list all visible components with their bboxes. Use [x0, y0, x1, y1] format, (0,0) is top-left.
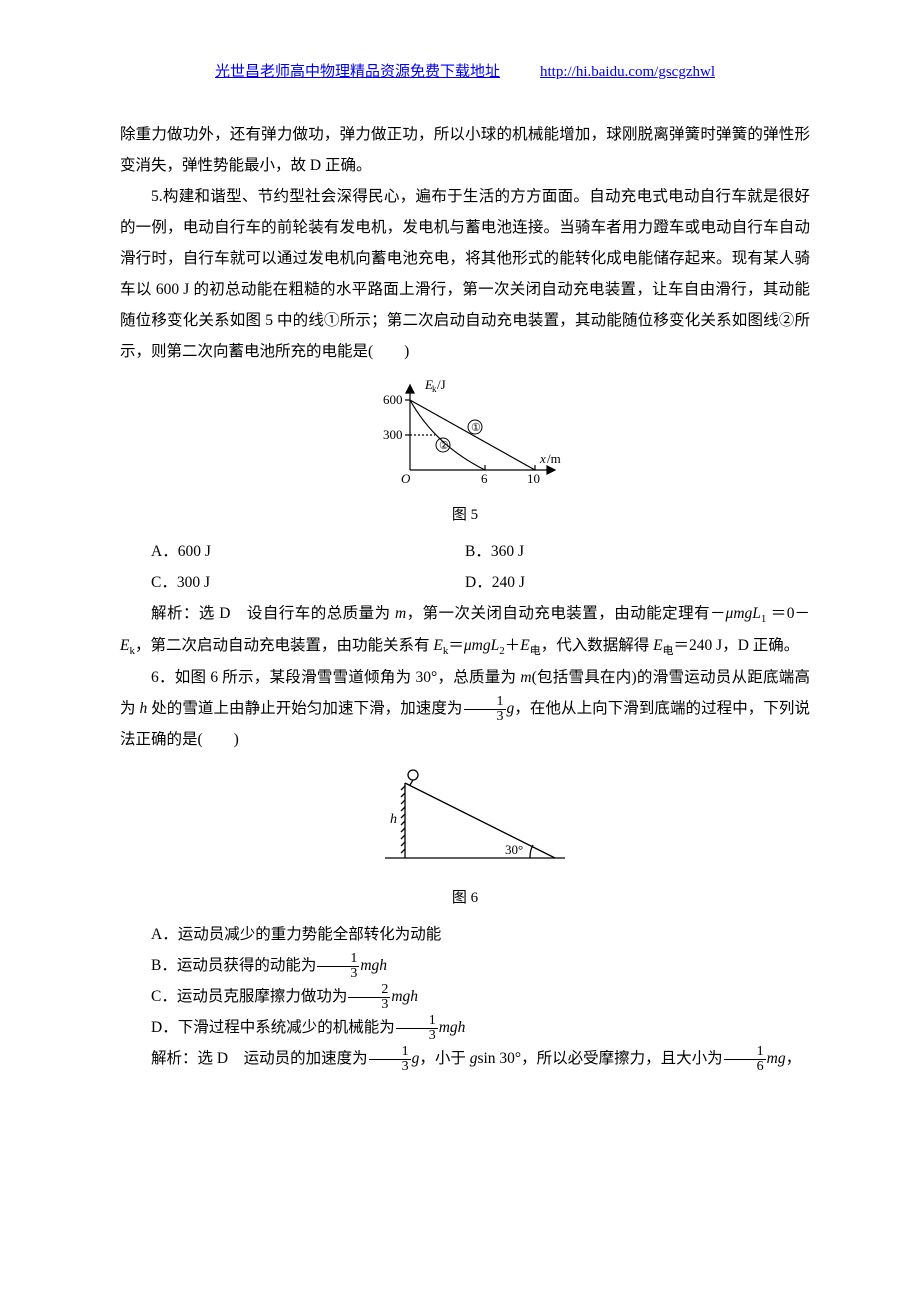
q5-sol-a: 解析：选 D 设自行车的总质量为 — [151, 605, 395, 622]
chart5-y600: 600 — [383, 392, 403, 407]
q5-sol-g: ，代入数据解得 — [541, 637, 653, 654]
chart5-ylabel-unit: /J — [437, 377, 446, 392]
var-E2: E — [433, 637, 442, 654]
intro-paragraph: 除重力做功外，还有弹力做功，弹力做正功，所以小球的机械能增加，球刚脱离弹簧时弹簧… — [120, 119, 810, 181]
q6-text: 6．如图 6 所示，某段滑雪雪道倾角为 30°，总质量为 m(包括雪具在内)的滑… — [120, 662, 810, 755]
q6-option-b: B．运动员获得的动能为13mgh — [120, 950, 810, 981]
q6-sol-a: 解析：选 D 运动员的加速度为 — [151, 1050, 368, 1067]
q6-c-a: C．运动员克服摩擦力做功为 — [151, 988, 347, 1005]
q6-t-a: 6．如图 6 所示，某段滑雪雪道倾角为 30°，总质量为 — [151, 669, 520, 686]
chart5-xlabel-unit: /m — [547, 451, 561, 466]
header-link-right[interactable]: http://hi.baidu.com/gscgzhwl — [540, 64, 715, 80]
q6-solution: 解析：选 D 运动员的加速度为13g，小于 gsin 30°，所以必受摩擦力，且… — [120, 1043, 810, 1074]
q5-options-row2: C．300 J D．240 J — [120, 567, 810, 598]
var-E3: E — [520, 637, 529, 654]
figure-6-caption: 图 6 — [120, 883, 810, 913]
var-mgL: mgL — [733, 605, 761, 622]
var-mu2: μ — [464, 637, 472, 654]
frac-13-s: 13 — [369, 1045, 411, 1074]
frac-13-d: 13 — [396, 1014, 438, 1043]
sub-1a: 1 — [761, 613, 767, 625]
frac-23: 23 — [348, 983, 390, 1012]
var-mgh-d: mgh — [439, 1019, 466, 1036]
q5-options-row1: A．600 J B．360 J — [120, 536, 810, 567]
chart-5-svg: E k /J 600 300 O 6 10 x /m ① ② — [365, 375, 565, 485]
chart6-h: h — [390, 812, 397, 827]
sub-elec2: 电 — [663, 645, 674, 657]
page-header: 光世昌老师高中物理精品资源免费下载地址 http://hi.baidu.com/… — [120, 60, 810, 81]
q5-option-b: B．360 J — [465, 536, 810, 567]
chart5-x6: 6 — [481, 471, 488, 485]
frac-16: 16 — [724, 1045, 766, 1074]
var-mgh-c: mgh — [391, 988, 418, 1005]
q5-sol-h: ＝240 J，D 正确。 — [674, 637, 800, 654]
document-body: 除重力做功外，还有弹力做功，弹力做正功，所以小球的机械能增加，球刚脱离弹簧时弹簧… — [120, 119, 810, 1074]
chart6-angle: 30° — [505, 842, 523, 857]
chart5-series1: ① — [471, 422, 481, 434]
q6-option-a: A．运动员减少的重力势能全部转化为动能 — [120, 919, 810, 950]
q5-solution: 解析：选 D 设自行车的总质量为 m，第一次关闭自动充电装置，由动能定理有－μm… — [120, 598, 810, 662]
q6-b-a: B．运动员获得的动能为 — [151, 957, 316, 974]
sub-elec1: 电 — [530, 645, 541, 657]
q5-sol-d: ，第二次启动自动充电装置，由功能关系有 — [135, 637, 433, 654]
var-mg: mg — [767, 1050, 786, 1067]
header-link-left[interactable]: 光世昌老师高中物理精品资源免费下载地址 — [215, 64, 500, 80]
var-E4: E — [653, 637, 662, 654]
q6-t-c: 处的雪道上由静止开始匀加速下滑，加速度为 — [147, 700, 462, 717]
q5-text: 5.构建和谐型、节约型社会深得民心，遍布于生活的方方面面。自动充电式电动自行车就… — [120, 181, 810, 367]
q5-option-c: C．300 J — [120, 567, 465, 598]
figure-5-caption: 图 5 — [120, 500, 810, 530]
frac-13-b: 13 — [317, 952, 359, 981]
q5-option-d: D．240 J — [465, 567, 810, 598]
figure-5: E k /J 600 300 O 6 10 x /m ① ② — [120, 375, 810, 496]
q6-d-a: D．下滑过程中系统减少的机械能为 — [151, 1019, 395, 1036]
q6-sol-b: ，小于 — [419, 1050, 469, 1067]
var-mgL2: mgL — [472, 637, 500, 654]
chart-6-svg: h 30° — [355, 763, 575, 868]
chart5-series2: ② — [439, 440, 449, 452]
frac-13-a: 13 — [464, 695, 506, 724]
q5-sol-f: ＋ — [505, 637, 521, 654]
figure-6: h 30° — [120, 763, 810, 879]
q6-option-c: C．运动员克服摩擦力做功为23mgh — [120, 981, 810, 1012]
q6-sol-d: ， — [786, 1050, 802, 1067]
q6-option-d: D．下滑过程中系统减少的机械能为13mgh — [120, 1012, 810, 1043]
q6-sol-c: sin 30°，所以必受摩擦力，且大小为 — [477, 1050, 722, 1067]
chart5-x10: 10 — [527, 471, 540, 485]
chart5-xlabel: x — [539, 451, 546, 466]
q5-sol-e: ＝ — [448, 637, 464, 654]
q5-sol-c: ＝0－ — [771, 605, 810, 622]
var-m2: m — [520, 669, 531, 686]
var-m: m — [395, 605, 406, 622]
chart5-y300: 300 — [383, 427, 403, 442]
q5-option-a: A．600 J — [120, 536, 465, 567]
q5-sol-b: ，第一次关闭自动充电装置，由动能定理有－ — [406, 605, 725, 622]
chart5-origin: O — [401, 471, 411, 485]
var-mgh-b: mgh — [360, 957, 387, 974]
